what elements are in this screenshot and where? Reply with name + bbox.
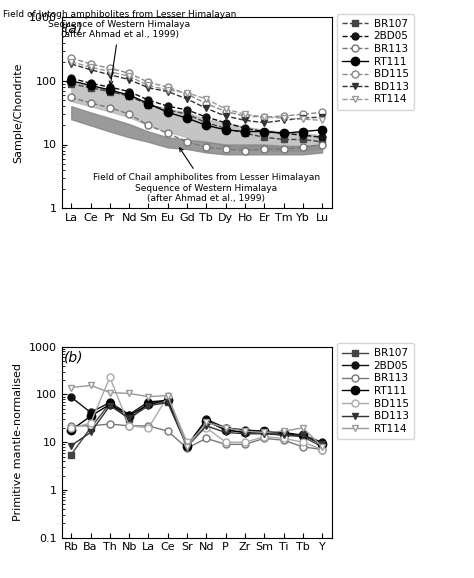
Y-axis label: Primitive mantle-normalised: Primitive mantle-normalised <box>13 363 23 521</box>
Text: Field of Jutogh amphibolites from Lesser Himalayan
Sequence of Western Himalaya
: Field of Jutogh amphibolites from Lesser… <box>3 10 236 85</box>
Text: Field of Chail amphibolites from Lesser Himalayan
Sequence of Western Himalaya
(: Field of Chail amphibolites from Lesser … <box>93 148 320 203</box>
Y-axis label: Sample/Chondrite: Sample/Chondrite <box>13 62 23 163</box>
Legend: BR107, 2BD05, BR113, RT111, BD115, BD113, RT114: BR107, 2BD05, BR113, RT111, BD115, BD113… <box>337 13 414 110</box>
Legend: BR107, 2BD05, BR113, RT111, BD115, BD113, RT114: BR107, 2BD05, BR113, RT111, BD115, BD113… <box>337 343 414 439</box>
Text: (a): (a) <box>64 21 83 35</box>
Text: (b): (b) <box>64 351 84 365</box>
